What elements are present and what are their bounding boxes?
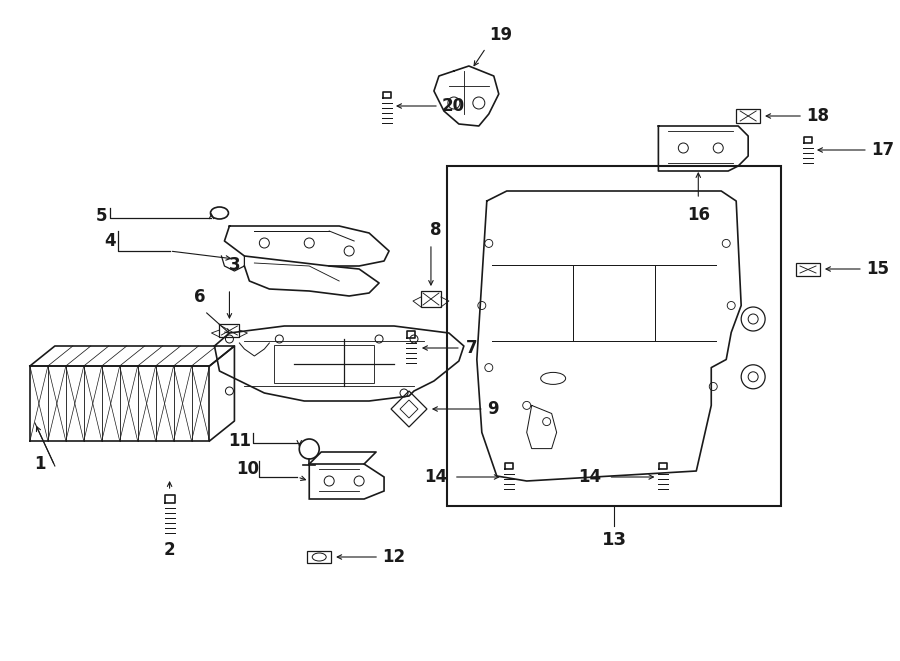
Bar: [421, 291, 441, 307]
Text: 7: 7: [466, 339, 478, 357]
Text: 5: 5: [96, 207, 107, 225]
Text: 14: 14: [424, 468, 447, 486]
Text: 14: 14: [579, 468, 601, 486]
Bar: [736, 109, 760, 123]
Text: 18: 18: [806, 107, 829, 125]
Text: 13: 13: [601, 531, 626, 549]
Text: 10: 10: [236, 460, 259, 478]
Text: 2: 2: [164, 541, 176, 559]
Text: 3: 3: [229, 256, 240, 274]
Text: 6: 6: [194, 288, 205, 306]
Text: 8: 8: [430, 221, 442, 239]
Text: 12: 12: [382, 548, 405, 566]
Bar: [447, 166, 781, 506]
Text: 20: 20: [442, 97, 465, 115]
Text: 11: 11: [228, 432, 251, 450]
Text: 17: 17: [871, 141, 894, 159]
Bar: [274, 345, 374, 383]
Text: 4: 4: [104, 232, 115, 250]
Text: 19: 19: [489, 26, 512, 44]
Text: 1: 1: [34, 455, 46, 473]
Text: 16: 16: [687, 206, 710, 224]
Text: 9: 9: [487, 400, 499, 418]
Text: 15: 15: [866, 260, 889, 278]
